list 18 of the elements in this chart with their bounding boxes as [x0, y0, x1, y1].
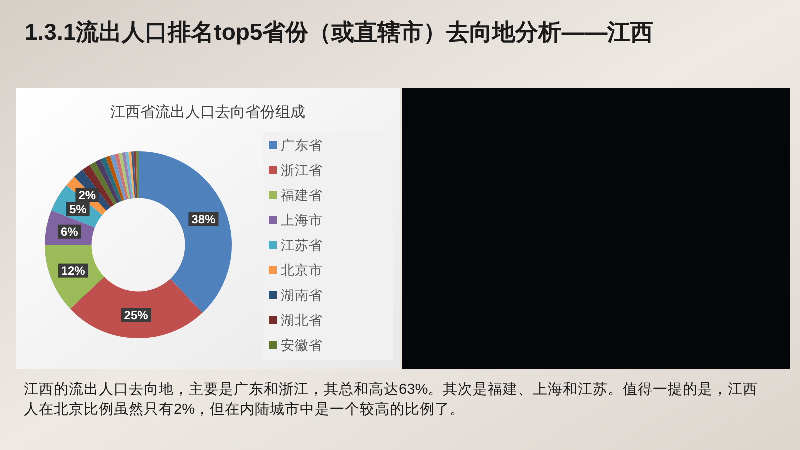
text: 1.3.1流出人口排名top5省份（或直辖市）去向地分析——江西: [25, 18, 655, 47]
text: 江西的流出人口去向地，主要是广东和浙江，其总和高达63%。其次是福建、上海和江苏。值得一提的是，江西人在北京比例虽然只有2%，但在内陆城市中是一个较高的比例了。: [24, 380, 760, 420]
data-label: 6%: [60, 225, 79, 240]
chart-title: 江西省流出人口去向省份组成: [110, 104, 306, 121]
legend-label: 湖北省: [281, 313, 323, 328]
data-label: 5%: [69, 202, 88, 217]
legend-label: 安徽省: [281, 338, 323, 353]
legend-label: 江苏省: [281, 238, 323, 253]
data-label: 25%: [124, 308, 149, 322]
legend-label: 湖南省: [281, 288, 323, 303]
legend-label: 上海市: [281, 213, 323, 228]
legend-label: 广东省: [281, 138, 323, 153]
legend-label: 浙江省: [281, 163, 323, 178]
legend-label: 福建省: [281, 188, 323, 203]
data-label: 2%: [78, 188, 96, 202]
data-label: 12%: [61, 264, 86, 278]
legend-label: 北京市: [281, 263, 323, 278]
data-label: 38%: [192, 212, 216, 226]
